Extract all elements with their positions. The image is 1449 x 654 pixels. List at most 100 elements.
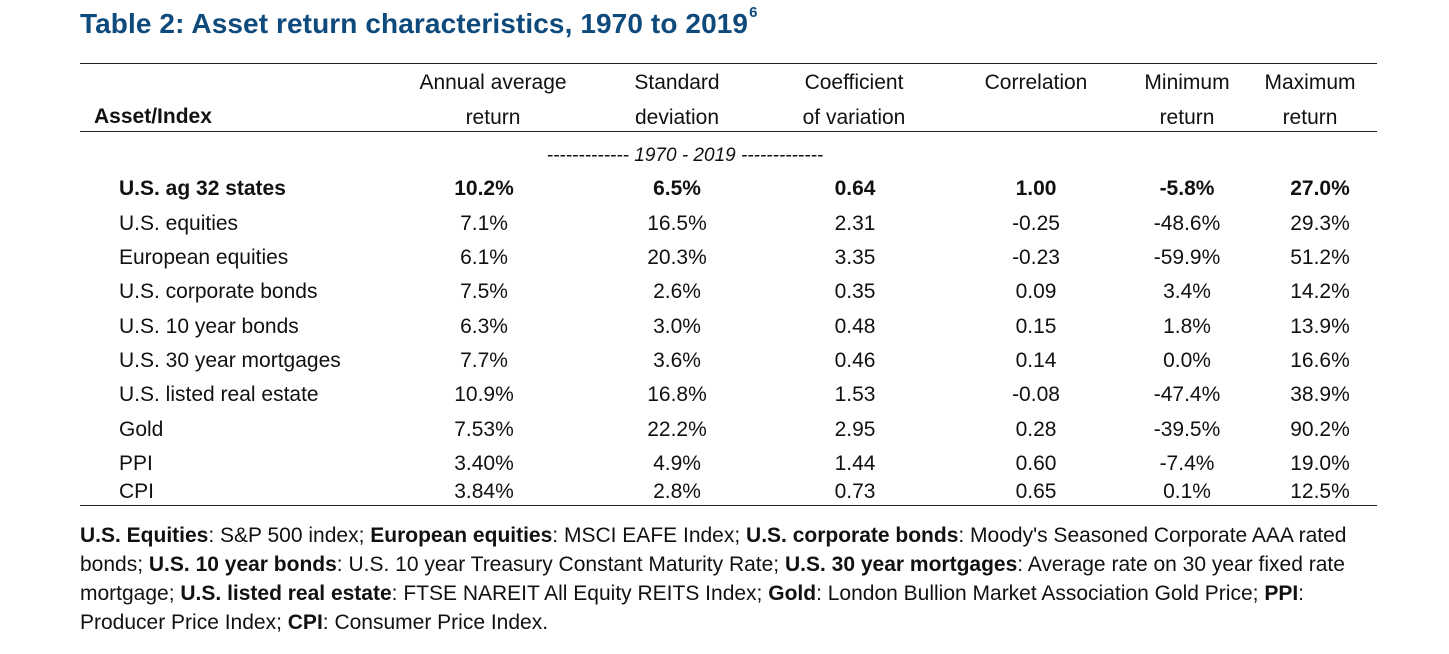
header-annual-average-return: Annual average return bbox=[393, 65, 593, 135]
table-title-text: Table 2: Asset return characteristics, 1… bbox=[80, 8, 749, 39]
header-line1: Standard bbox=[634, 71, 720, 94]
cell-standard-deviation: 4.9% bbox=[653, 452, 701, 475]
row-asset-name: Gold bbox=[119, 418, 164, 441]
note-desc: : Moody's Seasoned Corporate AAA rated b… bbox=[80, 524, 1347, 576]
cell-coefficient-of-variation: 0.35 bbox=[834, 280, 876, 303]
period-label: ------------- 1970 - 2019 ------------- bbox=[546, 145, 824, 166]
cell-correlation: 0.60 bbox=[1015, 452, 1057, 475]
note-term: European equities bbox=[370, 524, 553, 547]
cell-annual-average-return: 10.2% bbox=[454, 177, 514, 200]
cell-correlation: -0.25 bbox=[1012, 212, 1060, 235]
cell-coefficient-of-variation: 2.31 bbox=[834, 212, 876, 235]
note-desc: : Producer Price Index; bbox=[80, 582, 1305, 634]
cell-standard-deviation: 20.3% bbox=[647, 246, 707, 269]
cell-minimum-return: -59.9% bbox=[1153, 246, 1221, 269]
cell-coefficient-of-variation: 0.46 bbox=[834, 349, 876, 372]
table-row: PPI 3.40% 4.9% 1.44 0.60 -7.4% 19.0% bbox=[0, 449, 1449, 479]
cell-maximum-return: 51.2% bbox=[1290, 246, 1350, 269]
cell-coefficient-of-variation: 1.53 bbox=[834, 383, 876, 406]
cell-annual-average-return: 7.7% bbox=[460, 349, 508, 372]
cell-standard-deviation: 16.5% bbox=[647, 212, 707, 235]
cell-maximum-return: 90.2% bbox=[1290, 418, 1350, 441]
cell-correlation: 1.00 bbox=[1015, 177, 1057, 200]
cell-coefficient-of-variation: 0.73 bbox=[834, 480, 876, 503]
cell-coefficient-of-variation: 3.35 bbox=[834, 246, 876, 269]
note-desc: : London Bullion Market Association Gold… bbox=[816, 582, 1265, 605]
table-row: CPI 3.84% 2.8% 0.73 0.65 0.1% 12.5% bbox=[0, 477, 1449, 507]
note-term: CPI bbox=[287, 611, 323, 634]
header-line2: Correlation bbox=[984, 71, 1088, 94]
cell-minimum-return: -47.4% bbox=[1153, 383, 1221, 406]
cell-standard-deviation: 3.0% bbox=[653, 315, 701, 338]
table-notes: U.S. Equities: S&P 500 index; European e… bbox=[80, 521, 1380, 637]
cell-annual-average-return: 7.1% bbox=[460, 212, 508, 235]
cell-maximum-return: 12.5% bbox=[1290, 480, 1350, 503]
cell-minimum-return: -48.6% bbox=[1153, 212, 1221, 235]
row-asset-name: U.S. listed real estate bbox=[119, 383, 319, 406]
cell-annual-average-return: 3.40% bbox=[454, 452, 514, 475]
note-term: U.S. Equities bbox=[80, 524, 209, 547]
table-row: U.S. 10 year bonds 6.3% 3.0% 0.48 0.15 1… bbox=[0, 312, 1449, 342]
cell-maximum-return: 27.0% bbox=[1290, 177, 1350, 200]
header-maximum-return: Maximum return bbox=[1230, 65, 1390, 135]
table-row: U.S. 30 year mortgages 7.7% 3.6% 0.46 0.… bbox=[0, 346, 1449, 376]
cell-correlation: 0.09 bbox=[1015, 280, 1057, 303]
cell-minimum-return: -39.5% bbox=[1153, 418, 1221, 441]
cell-maximum-return: 29.3% bbox=[1290, 212, 1350, 235]
cell-minimum-return: 0.0% bbox=[1163, 349, 1211, 372]
cell-correlation: -0.08 bbox=[1012, 383, 1060, 406]
header-line1: Annual average bbox=[419, 71, 567, 94]
cell-coefficient-of-variation: 1.44 bbox=[834, 452, 876, 475]
cell-standard-deviation: 2.8% bbox=[653, 480, 701, 503]
cell-coefficient-of-variation: 2.95 bbox=[834, 418, 876, 441]
cell-maximum-return: 13.9% bbox=[1290, 315, 1350, 338]
table-row: U.S. equities 7.1% 16.5% 2.31 -0.25 -48.… bbox=[0, 209, 1449, 239]
header-line1: Maximum bbox=[1264, 71, 1356, 94]
note-desc: : MSCI EAFE Index; bbox=[552, 524, 747, 547]
row-asset-name: U.S. 10 year bonds bbox=[119, 315, 299, 338]
note-term: U.S. listed real estate bbox=[180, 582, 392, 605]
cell-coefficient-of-variation: 0.64 bbox=[834, 177, 876, 200]
header-line2: return bbox=[465, 106, 521, 129]
header-line2: return bbox=[1282, 106, 1338, 129]
row-asset-name: U.S. 30 year mortgages bbox=[119, 349, 341, 372]
cell-correlation: 0.28 bbox=[1015, 418, 1057, 441]
cell-standard-deviation: 2.6% bbox=[653, 280, 701, 303]
header-line1: Coefficient bbox=[804, 71, 904, 94]
cell-minimum-return: 3.4% bbox=[1163, 280, 1211, 303]
table-title: Table 2: Asset return characteristics, 1… bbox=[80, 4, 758, 40]
row-asset-name: U.S. corporate bonds bbox=[119, 280, 318, 303]
cell-correlation: 0.14 bbox=[1015, 349, 1057, 372]
note-term: U.S. 10 year bonds bbox=[148, 553, 337, 576]
table-row: U.S. listed real estate 10.9% 16.8% 1.53… bbox=[0, 380, 1449, 410]
note-term: PPI bbox=[1264, 582, 1299, 605]
header-line2: return bbox=[1159, 106, 1215, 129]
cell-coefficient-of-variation: 0.48 bbox=[834, 315, 876, 338]
footnote-mark: 6 bbox=[749, 4, 758, 21]
cell-standard-deviation: 6.5% bbox=[653, 177, 701, 200]
table-row: U.S. ag 32 states 10.2% 6.5% 0.64 1.00 -… bbox=[0, 174, 1449, 204]
row-asset-name: CPI bbox=[119, 480, 155, 503]
note-term: U.S. 30 year mortgages bbox=[784, 553, 1018, 576]
row-asset-name: U.S. ag 32 states bbox=[119, 177, 286, 200]
cell-minimum-return: -5.8% bbox=[1159, 177, 1215, 200]
note-term: Gold bbox=[768, 582, 817, 605]
cell-minimum-return: 0.1% bbox=[1163, 480, 1211, 503]
header-correlation: Correlation bbox=[956, 65, 1116, 100]
note-desc: : U.S. 10 year Treasury Constant Maturit… bbox=[336, 553, 785, 576]
cell-minimum-return: 1.8% bbox=[1163, 315, 1211, 338]
cell-standard-deviation: 16.8% bbox=[647, 383, 707, 406]
table-row: European equities 6.1% 20.3% 3.35 -0.23 … bbox=[0, 243, 1449, 273]
cell-correlation: 0.65 bbox=[1015, 480, 1057, 503]
cell-maximum-return: 16.6% bbox=[1290, 349, 1350, 372]
cell-standard-deviation: 3.6% bbox=[653, 349, 701, 372]
cell-correlation: 0.15 bbox=[1015, 315, 1057, 338]
cell-annual-average-return: 10.9% bbox=[454, 383, 514, 406]
cell-maximum-return: 14.2% bbox=[1290, 280, 1350, 303]
note-desc: : Average rate on 30 year fixed rate mor… bbox=[80, 553, 1345, 605]
header-rule bbox=[80, 131, 1377, 132]
cell-maximum-return: 19.0% bbox=[1290, 452, 1350, 475]
top-rule bbox=[80, 63, 1377, 64]
cell-minimum-return: -7.4% bbox=[1159, 452, 1215, 475]
header-line1: Minimum bbox=[1144, 71, 1230, 94]
